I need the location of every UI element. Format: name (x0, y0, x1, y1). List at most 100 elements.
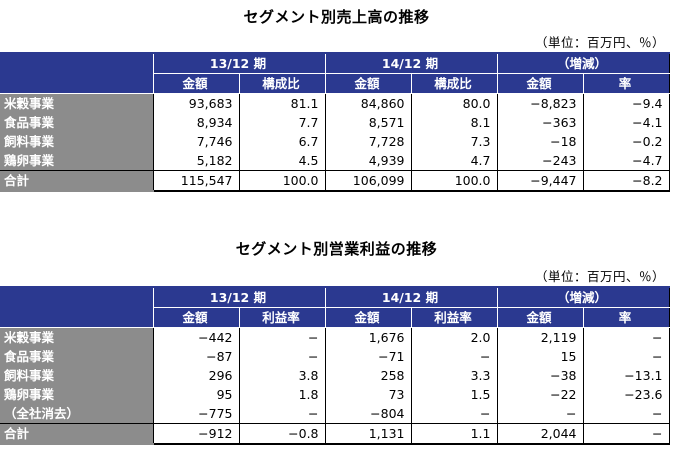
header-profit-rate: 利益率 (238, 307, 325, 328)
cell: 8,571 (324, 113, 411, 132)
cell: 4,939 (324, 151, 411, 171)
cell: 1,131 (324, 423, 411, 445)
cell: 1.8 (238, 385, 325, 404)
cell: −9,447 (496, 170, 583, 192)
row-label: 米穀事業 (0, 93, 153, 113)
header-amount: 金額 (496, 307, 583, 328)
header-period-14-12: 14/12 期 (324, 53, 497, 74)
cell: − (582, 423, 669, 445)
cell: 80.0 (410, 93, 497, 113)
table-row: 食品事業 8,934 7.7 8,571 8.1 −363 −4.1 (0, 113, 669, 132)
row-label: 合計 (0, 423, 153, 445)
header-amount: 金額 (496, 73, 583, 94)
profit-table-title: セグメント別営業利益の推移 (235, 240, 438, 258)
header-amount: 金額 (152, 307, 239, 328)
header-corner (0, 287, 153, 328)
cell: 100.0 (238, 170, 325, 192)
sales-table-title: セグメント別売上高の推移 (243, 8, 430, 26)
cell: 7,728 (324, 132, 411, 151)
cell: 3.8 (238, 366, 325, 385)
cell: −775 (152, 404, 239, 424)
table-row: 米穀事業 93,683 81.1 84,860 80.0 −8,823 −9.4 (0, 93, 669, 113)
cell: −442 (152, 327, 239, 347)
cell: −0.8 (238, 423, 325, 445)
row-label: 米穀事業 (0, 327, 153, 347)
cell: 296 (152, 366, 239, 385)
header-corner (0, 53, 153, 94)
header-amount: 金額 (324, 73, 411, 94)
cell: − (582, 347, 669, 366)
cell: −18 (496, 132, 583, 151)
cell: −804 (324, 404, 411, 424)
cell: 95 (152, 385, 239, 404)
cell: − (582, 327, 669, 347)
cell: − (410, 347, 497, 366)
cell: − (238, 404, 325, 424)
table-row: 飼料事業 7,746 6.7 7,728 7.3 −18 −0.2 (0, 132, 669, 151)
header-composition: 構成比 (410, 73, 497, 94)
cell: −0.2 (582, 132, 669, 151)
table-row: 飼料事業 296 3.8 258 3.3 −38 −13.1 (0, 366, 669, 385)
cell: −38 (496, 366, 583, 385)
table-row: 鶏卵事業 95 1.8 73 1.5 −22 −23.6 (0, 385, 669, 404)
cell: −9.4 (582, 93, 669, 113)
cell: 73 (324, 385, 411, 404)
cell: −243 (496, 151, 583, 171)
profit-table-unit: （単位：百万円、％） (534, 269, 665, 284)
cell: 106,099 (324, 170, 411, 192)
cell: −71 (324, 347, 411, 366)
cell: − (238, 347, 325, 366)
header-rate: 率 (582, 73, 669, 94)
cell: 2,119 (496, 327, 583, 347)
cell: 15 (496, 347, 583, 366)
cell: − (496, 404, 583, 424)
header-period-14-12: 14/12 期 (324, 287, 497, 308)
cell: 7.7 (238, 113, 325, 132)
cell: 6.7 (238, 132, 325, 151)
cell: 84,860 (324, 93, 411, 113)
row-label: （全社消去） (0, 404, 153, 424)
cell: 93,683 (152, 93, 239, 113)
cell: −4.7 (582, 151, 669, 171)
header-period-13-12: 13/12 期 (152, 287, 325, 308)
row-label: 食品事業 (0, 113, 153, 132)
cell: 4.5 (238, 151, 325, 171)
cell: 1,676 (324, 327, 411, 347)
cell: 8.1 (410, 113, 497, 132)
cell: −4.1 (582, 113, 669, 132)
header-change: （増減） (496, 53, 669, 74)
total-row: 合計 −912 −0.8 1,131 1.1 2,044 − (0, 423, 669, 445)
cell: 2,044 (496, 423, 583, 445)
row-label: 合計 (0, 170, 153, 192)
cell: 2.0 (410, 327, 497, 347)
sales-table-unit: （単位：百万円、％） (534, 35, 665, 50)
sales-by-segment-table: 13/12 期 14/12 期 （増減） 金額 構成比 金額 構成比 金額 率 … (0, 52, 670, 192)
cell: − (582, 404, 669, 424)
cell: 8,934 (152, 113, 239, 132)
cell: 7.3 (410, 132, 497, 151)
total-row: 合計 115,547 100.0 106,099 100.0 −9,447 −8… (0, 170, 669, 192)
table-row: （全社消去） −775 − −804 − − − (0, 404, 669, 424)
cell: 4.7 (410, 151, 497, 171)
cell: 81.1 (238, 93, 325, 113)
cell: 100.0 (410, 170, 497, 192)
cell: −23.6 (582, 385, 669, 404)
row-label: 鶏卵事業 (0, 385, 153, 404)
cell: − (238, 327, 325, 347)
cell: 1.5 (410, 385, 497, 404)
cell: −22 (496, 385, 583, 404)
row-label: 飼料事業 (0, 366, 153, 385)
header-change: （増減） (496, 287, 669, 308)
row-label: 鶏卵事業 (0, 151, 153, 171)
cell: 5,182 (152, 151, 239, 171)
header-amount: 金額 (324, 307, 411, 328)
cell: 7,746 (152, 132, 239, 151)
cell: − (410, 404, 497, 424)
row-label: 飼料事業 (0, 132, 153, 151)
header-amount: 金額 (152, 73, 239, 94)
cell: 3.3 (410, 366, 497, 385)
operating-profit-by-segment-table: 13/12 期 14/12 期 （増減） 金額 利益率 金額 利益率 金額 率 … (0, 286, 670, 445)
row-label: 食品事業 (0, 347, 153, 366)
cell: −8.2 (582, 170, 669, 192)
cell: −13.1 (582, 366, 669, 385)
